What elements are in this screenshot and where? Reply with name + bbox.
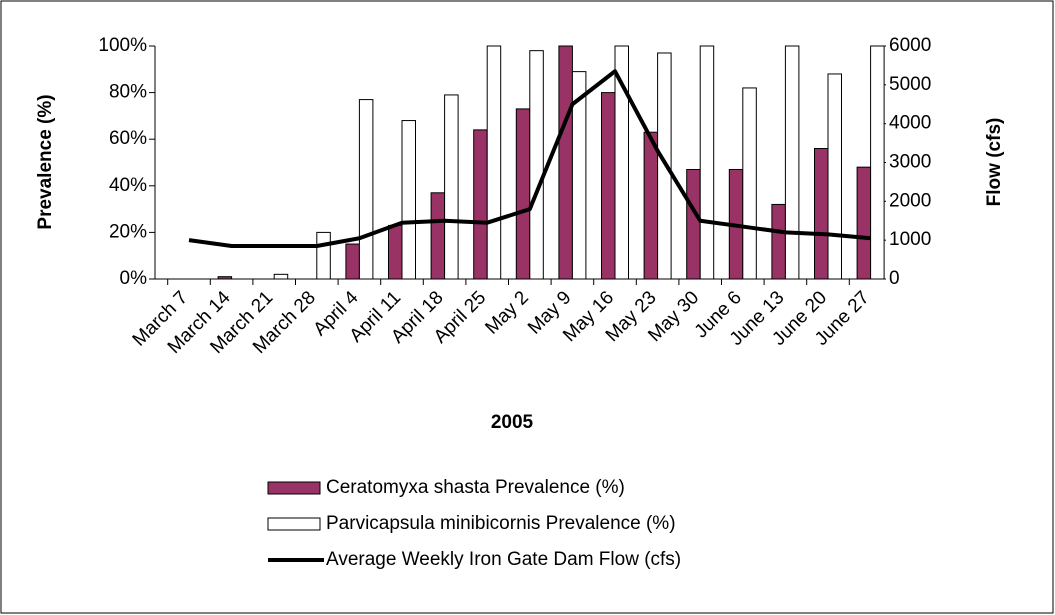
- bar: [316, 231, 331, 280]
- bar: [401, 120, 416, 280]
- legend-label: Average Weekly Iron Gate Dam Flow (cfs): [326, 549, 681, 570]
- y2-tick-label: 3000: [889, 152, 931, 173]
- legend-label: Ceratomyxa shasta Prevalence (%): [326, 477, 625, 498]
- bar: [388, 224, 403, 280]
- bar: [814, 148, 829, 280]
- y2-tick-label: 4000: [889, 113, 931, 134]
- y-axis-title: Prevalence (%): [35, 94, 56, 229]
- bar: [571, 71, 587, 280]
- bar: [444, 94, 459, 280]
- legend-label: Parvicapsula minibicornis Prevalence (%): [326, 513, 676, 534]
- y2-axis-title: Flow (cfs): [984, 118, 1005, 207]
- y-tick-label: 100%: [98, 35, 147, 56]
- bar: [486, 45, 502, 280]
- bar: [856, 166, 872, 280]
- bar: [430, 192, 446, 280]
- y2-tick-label: 1000: [889, 229, 931, 250]
- bar: [358, 99, 374, 280]
- bar: [643, 131, 659, 280]
- bar: [515, 108, 531, 280]
- bar: [345, 243, 360, 280]
- bar: [742, 87, 757, 280]
- y2-tick-label: 6000: [889, 35, 931, 56]
- y-tick-label: 40%: [109, 175, 147, 196]
- y-tick-label: 0%: [120, 268, 148, 289]
- bar: [558, 45, 573, 280]
- bar: [771, 203, 786, 280]
- bar: [614, 45, 629, 280]
- bar: [657, 52, 672, 280]
- flow-line: [188, 69, 871, 248]
- bar: [870, 45, 885, 280]
- x-axis-title: 2005: [491, 412, 534, 433]
- y-tick-label: 80%: [109, 82, 147, 103]
- bar: [273, 273, 289, 280]
- bar: [217, 276, 233, 280]
- y-tick-label: 60%: [109, 128, 147, 149]
- y2-tick-label: 0: [889, 268, 900, 289]
- bar: [473, 129, 488, 280]
- bar: [784, 45, 800, 280]
- bar: [601, 92, 616, 280]
- bar: [686, 168, 701, 280]
- legend-swatch: [267, 481, 321, 495]
- legend-swatch: [267, 517, 321, 531]
- bar: [827, 73, 842, 280]
- bar: [699, 45, 715, 280]
- y-tick-label: 20%: [109, 221, 147, 242]
- y2-tick-label: 2000: [889, 190, 931, 211]
- bar: [529, 50, 544, 280]
- y2-tick-label: 5000: [889, 74, 931, 95]
